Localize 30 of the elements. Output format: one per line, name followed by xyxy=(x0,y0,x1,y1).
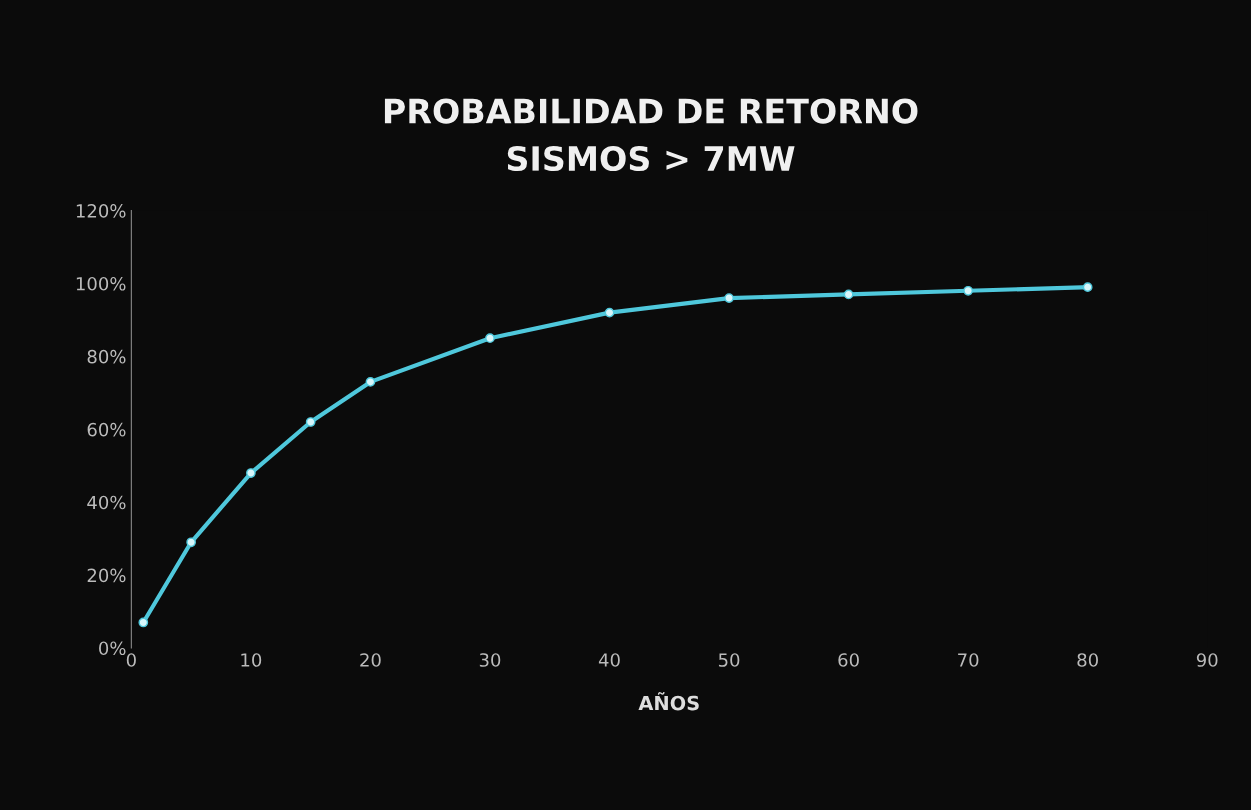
point xyxy=(604,307,615,318)
point xyxy=(365,377,376,387)
chart-title: PROBABILIDAD DE RETORNO SISMOS > 7MW xyxy=(384,98,918,172)
x-tick-label: 80 xyxy=(1077,653,1098,667)
y-tick-label: 80% xyxy=(87,349,126,364)
x-tick-label: 10 xyxy=(241,653,262,667)
y-tick-label: 20% xyxy=(87,568,126,583)
x-tick-label: 50 xyxy=(718,653,740,667)
x-tick-label: 70 xyxy=(958,653,979,667)
y-tick-label: 120% xyxy=(76,204,126,218)
x-tick-label: 60 xyxy=(838,653,859,667)
y-tick-label: 40% xyxy=(87,495,126,510)
x-axis-title: AÑOS xyxy=(638,692,699,711)
point xyxy=(186,537,196,548)
x-tick-label: 20 xyxy=(360,653,381,667)
x-tick-label: 40 xyxy=(598,653,620,667)
y-tick-label: 100% xyxy=(76,276,126,291)
point xyxy=(485,333,495,344)
x-tick-label: 30 xyxy=(479,653,501,667)
y-tick-label: 0% xyxy=(99,641,126,656)
point xyxy=(724,293,734,303)
point xyxy=(305,417,316,427)
y-tick-label: 60% xyxy=(87,422,126,437)
point xyxy=(1082,282,1093,293)
point xyxy=(963,285,973,296)
x-tick-label: 90 xyxy=(1196,653,1218,667)
point xyxy=(138,617,149,628)
x-tick-label: 0 xyxy=(126,653,136,667)
point xyxy=(246,468,256,478)
point xyxy=(843,289,854,300)
